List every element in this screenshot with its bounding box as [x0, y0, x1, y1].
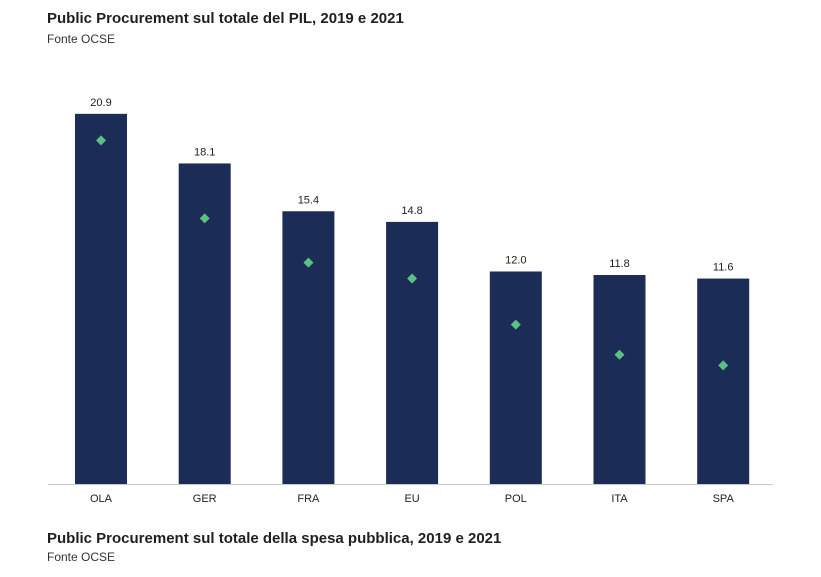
next-chart-title: Public Procurement sul totale della spes…: [47, 530, 502, 547]
chart-source: Fonte OCSE: [47, 32, 116, 46]
marker-point: [510, 319, 521, 330]
marker-point: [96, 135, 106, 146]
bar: [593, 275, 646, 484]
marker-point: [303, 257, 314, 268]
bar: [386, 221, 439, 484]
data-label: 14.8: [401, 205, 422, 217]
bar: [697, 278, 750, 484]
data-label: 15.4: [298, 194, 319, 206]
marker-point: [199, 213, 210, 224]
data-label: 11.6: [713, 262, 734, 274]
bar: [178, 163, 231, 485]
x-tick-label: SPA: [713, 493, 735, 505]
bar: [282, 211, 335, 484]
data-label: 11.8: [609, 258, 630, 270]
data-label: 20.9: [90, 97, 111, 109]
x-tick-label: ITA: [611, 493, 628, 505]
data-label: 12.0: [505, 254, 526, 266]
x-tick-label: OLA: [90, 493, 113, 505]
data-label: 18.1: [194, 146, 215, 158]
x-tick-label: GER: [193, 493, 217, 505]
x-tick-label: EU: [404, 493, 419, 505]
chart-title: Public Procurement sul totale del PIL, 2…: [47, 10, 404, 27]
marker-point: [614, 349, 625, 360]
bar: [75, 113, 127, 485]
x-tick-label: POL: [505, 493, 527, 505]
marker-point: [407, 273, 418, 284]
bar: [489, 271, 542, 484]
marker-point: [718, 360, 729, 371]
next-chart-source: Fonte OCSE: [47, 550, 116, 564]
x-tick-label: FRA: [297, 493, 320, 505]
